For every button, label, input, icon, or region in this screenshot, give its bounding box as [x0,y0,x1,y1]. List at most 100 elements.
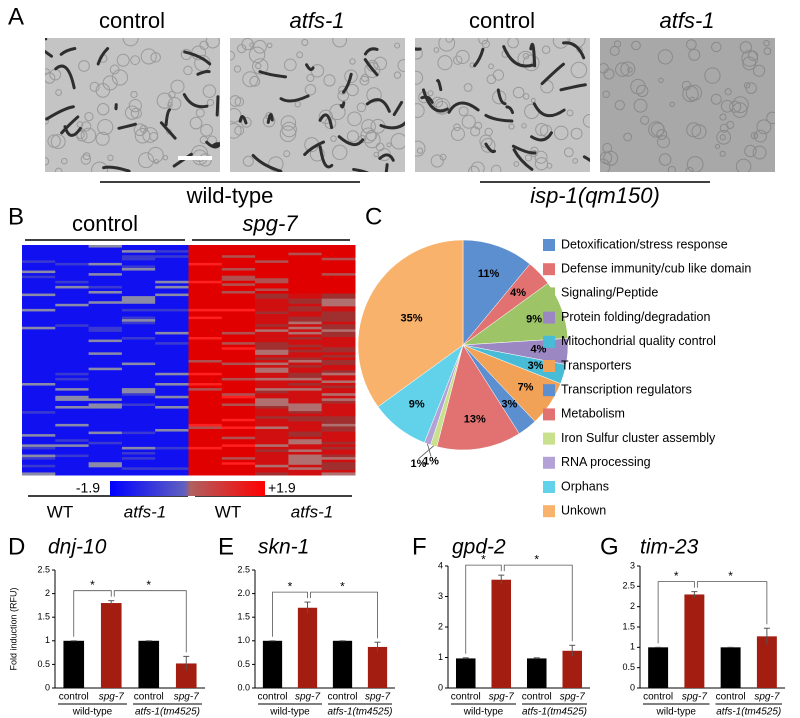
heatmap-cell [155,331,189,335]
texture [752,145,767,160]
heatmap-cell [255,375,289,379]
heatmap-cell [221,314,256,318]
heatmap-cell [221,303,256,307]
panel-letter: A [8,3,24,30]
heatmap-cell [22,301,56,305]
heatmap-cell [22,449,56,453]
heatmap-cell [321,283,356,287]
heatmap-cell [255,446,289,450]
heatmap-cell [155,354,189,358]
heatmap-cell [88,383,123,387]
texture [95,83,111,98]
texture [283,58,297,72]
heatmap-cell [221,421,256,425]
heatmap-cell [255,423,289,427]
heatmap-cell [55,278,90,282]
heatmap-cell [288,444,323,448]
heatmap-cell [55,411,90,415]
texture [453,123,461,132]
texture [397,59,405,72]
heatmap-cell [188,395,223,399]
heatmap-cell [22,380,56,384]
heatmap-cell [288,375,323,379]
heatmap-cell [155,464,189,468]
heatmap-cell [255,434,289,438]
heatmap-cell [321,245,356,249]
heatmap-cell [22,354,56,358]
heatmap-cell [88,385,123,389]
heatmap-cell [321,247,356,251]
texture [78,60,90,72]
heatmap-cell [55,403,90,407]
heatmap-cell [22,375,56,379]
heatmap-cell [22,252,56,256]
heatmap-cell [121,337,156,341]
heatmap-cell [22,250,56,254]
worm [511,144,537,155]
heatmap-cell [155,406,189,410]
heatmap-cell [88,416,123,420]
heatmap-cell [221,288,256,292]
texture [445,38,454,43]
heatmap-cell [221,285,256,289]
heatmap-cell [255,314,289,318]
heatmap-cell [221,316,256,320]
heatmap-cell [55,472,90,476]
texture [236,43,247,54]
texture [242,155,254,167]
heatmap-cell [221,388,256,392]
texture [572,158,579,164]
heatmap-cell [321,257,356,261]
worm [363,58,379,77]
heatmap-cell [288,441,323,445]
y-tick-label: 0.5 [237,659,250,669]
texture [373,56,387,71]
legend-label: Unkown [561,503,606,517]
heatmap-cell [288,377,323,381]
heatmap-cell [22,418,56,422]
texture [766,111,775,125]
heatmap-cell [255,298,289,302]
heatmap-cell [221,270,256,274]
heatmap-cell [321,255,356,259]
texture [450,126,465,141]
texture [534,150,548,164]
heatmap-cell [221,393,256,397]
texture [416,147,424,154]
heatmap-cell [288,326,323,330]
heatmap-cell [188,347,223,351]
heatmap-cell [288,339,323,343]
x-tick-label: control [716,692,746,703]
legend-swatch [543,287,555,300]
heatmap-cell [288,357,323,361]
column-group-label: control [72,211,138,236]
heatmap-cell [121,395,156,399]
heatmap-cell [22,408,56,412]
x-tick-label: spg-7 [174,692,199,703]
heatmap-cell [55,459,90,463]
bar [491,579,512,688]
heatmap-cell [121,250,156,254]
heatmap-cell [55,357,90,361]
heatmap-cell [321,291,356,295]
heatmap-cell [121,298,156,302]
heatmap-cell [221,372,256,376]
heatmap-cell [88,388,123,392]
heatmap-cell [22,416,56,420]
heatmap-cell [155,270,189,274]
heatmap-cell [255,337,289,341]
heatmap-cell [221,337,256,341]
heatmap-cell [321,388,356,392]
worm [45,38,48,41]
heatmap-cell [22,388,56,392]
worm [318,145,334,169]
heatmap-cell [155,273,189,277]
significance-label: * [146,578,151,592]
heatmap-cell [55,429,90,433]
heatmap-cell [22,439,56,443]
heatmap-cell [22,385,56,389]
heatmap-cell [321,308,356,312]
heatmap-cell [121,293,156,297]
heatmap-cell [188,245,223,249]
heatmap-cell [188,408,223,412]
